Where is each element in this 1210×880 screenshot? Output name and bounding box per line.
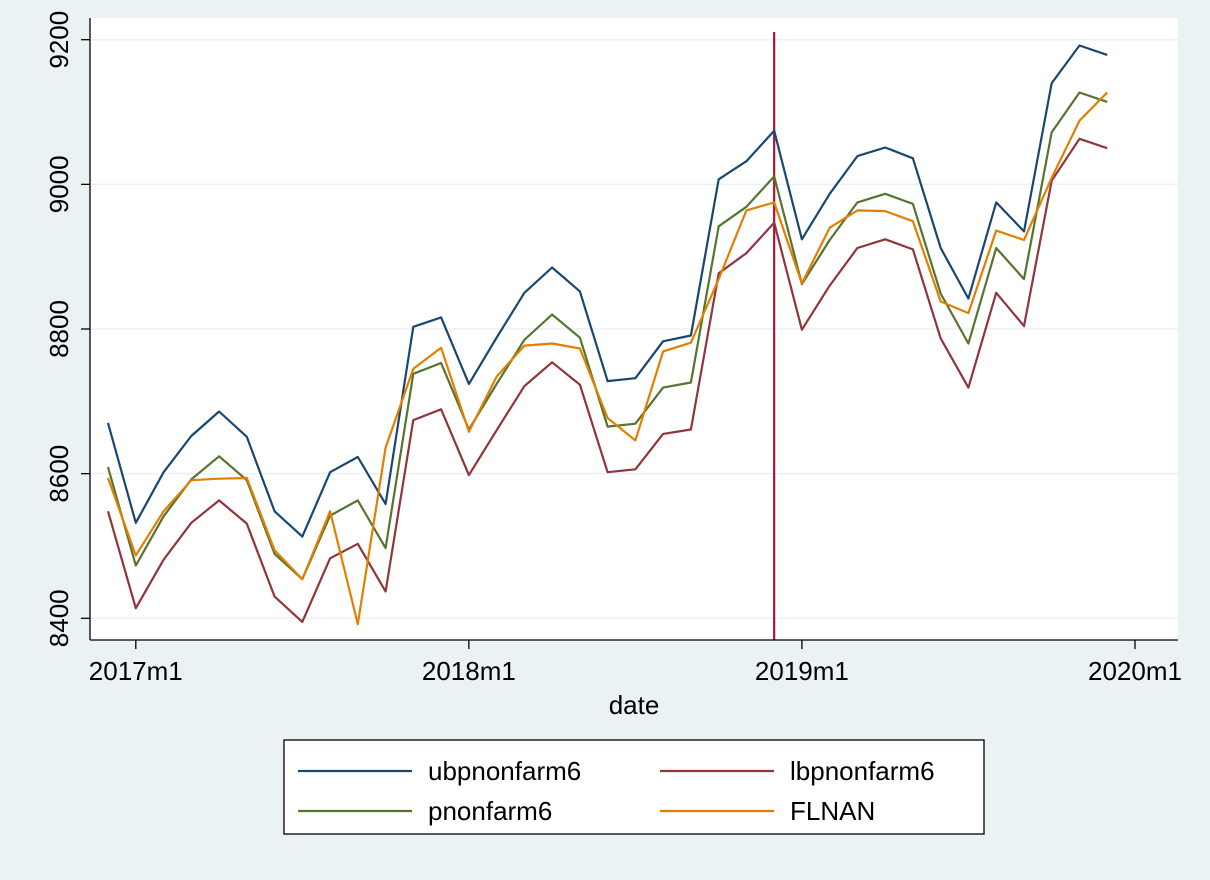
y-gridlines [90, 38, 1178, 620]
y-tick-label: 9200 [44, 11, 74, 69]
y-axis-ticks: 8400 8600 8800 9000 9200 [44, 11, 90, 647]
y-tick-label: 8600 [44, 445, 74, 503]
y-tick-label: 8800 [44, 300, 74, 358]
legend-label-lbpnonfarm6: lbpnonfarm6 [790, 756, 935, 786]
series-line-flnan [106, 91, 1108, 626]
x-tick-label: 2018m1 [422, 656, 516, 686]
x-axis-title: date [609, 690, 660, 720]
series-line-lbpnonfarm6 [106, 137, 1108, 624]
x-tick-label: 2017m1 [89, 656, 183, 686]
legend-label-pnonfarm6: pnonfarm6 [428, 796, 552, 826]
x-axis-ticks: 2017m1 2018m1 2019m1 2020m1 [89, 640, 1182, 686]
series-line-ubpnonfarm6 [106, 44, 1108, 538]
legend-label-flnan: FLNAN [790, 796, 875, 826]
legend-box [283, 739, 985, 835]
x-tick-label: 2019m1 [755, 656, 849, 686]
legend-label-ubpnonfarm6: ubpnonfarm6 [428, 756, 581, 786]
series-lines [106, 44, 1108, 626]
x-tick-label: 2020m1 [1088, 656, 1182, 686]
y-tick-label: 9000 [44, 155, 74, 213]
series-line-pnonfarm6 [106, 91, 1108, 581]
y-tick-label: 8400 [44, 589, 74, 647]
legend: ubpnonfarm6 lbpnonfarm6 pnonfarm6 FLNAN [283, 739, 985, 835]
